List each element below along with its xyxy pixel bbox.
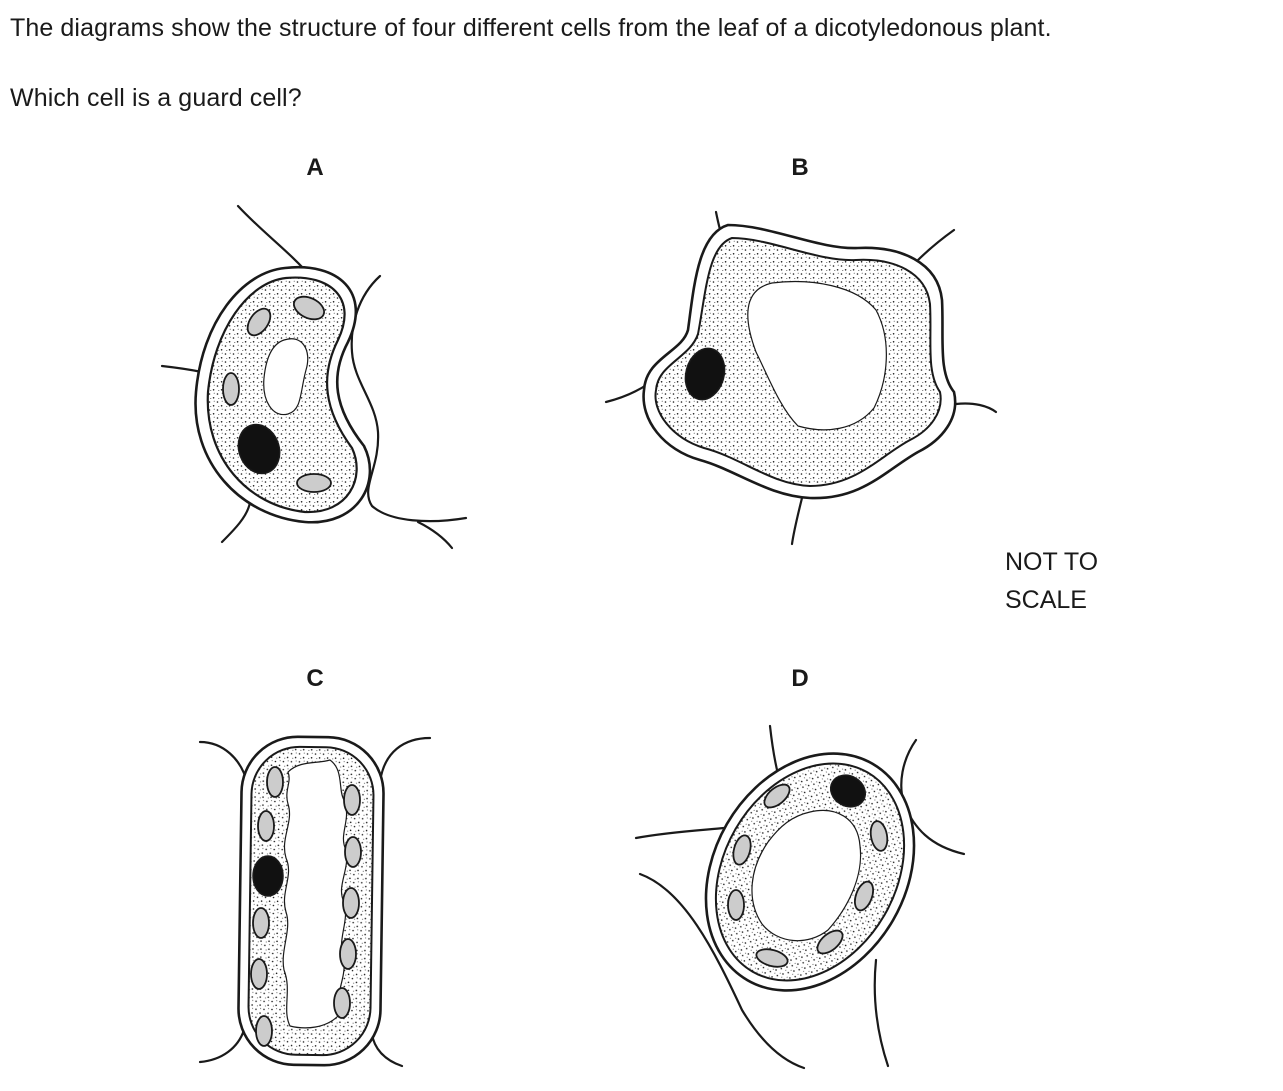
cell-d-vacuole xyxy=(751,810,862,942)
nucleus-icon xyxy=(237,423,281,475)
chloroplast-icon xyxy=(869,820,889,852)
chloroplast-icon xyxy=(342,887,360,919)
chloroplast-icon xyxy=(816,929,844,955)
chloroplast-icon xyxy=(266,766,284,798)
nucleus-icon xyxy=(684,347,726,401)
question-line-2: Which cell is a guard cell? xyxy=(10,84,302,112)
label-cell-a: A xyxy=(306,154,324,181)
cell-b-vacuole xyxy=(747,280,887,431)
label-cell-c: C xyxy=(306,665,324,692)
label-cell-d: D xyxy=(791,665,809,692)
cell-a xyxy=(160,204,468,550)
chloroplast-icon xyxy=(727,889,745,921)
cell-c xyxy=(198,735,432,1068)
nucleus-icon xyxy=(829,774,867,808)
nucleus-icon xyxy=(252,855,284,897)
chloroplast-icon xyxy=(763,783,791,809)
question-line-1: The diagrams show the structure of four … xyxy=(10,14,1052,42)
chloroplast-icon xyxy=(296,473,332,493)
chloroplast-icon xyxy=(343,784,361,816)
chloroplast-icon xyxy=(222,372,240,406)
chloroplast-icon xyxy=(292,295,326,321)
chloroplast-icon xyxy=(252,907,270,939)
not-to-scale-note-line-2: SCALE xyxy=(1005,586,1087,614)
label-cell-b: B xyxy=(791,154,809,181)
cell-c-vacuole xyxy=(282,759,348,1029)
cell-a-vacuole xyxy=(263,338,309,416)
chloroplast-icon xyxy=(853,880,875,912)
chloroplast-icon xyxy=(755,948,789,968)
not-to-scale-note-line-1: NOT TO xyxy=(1005,548,1099,576)
chloroplast-icon xyxy=(732,834,752,866)
chloroplast-icon xyxy=(333,987,351,1019)
chloroplast-icon xyxy=(339,938,357,970)
chloroplast-icon xyxy=(344,836,362,868)
chloroplast-icon xyxy=(246,307,272,337)
chloroplast-icon xyxy=(257,810,275,842)
chloroplast-icon xyxy=(250,958,268,990)
cell-d xyxy=(634,724,966,1070)
cell-b xyxy=(604,210,998,546)
chloroplast-icon xyxy=(255,1015,273,1047)
